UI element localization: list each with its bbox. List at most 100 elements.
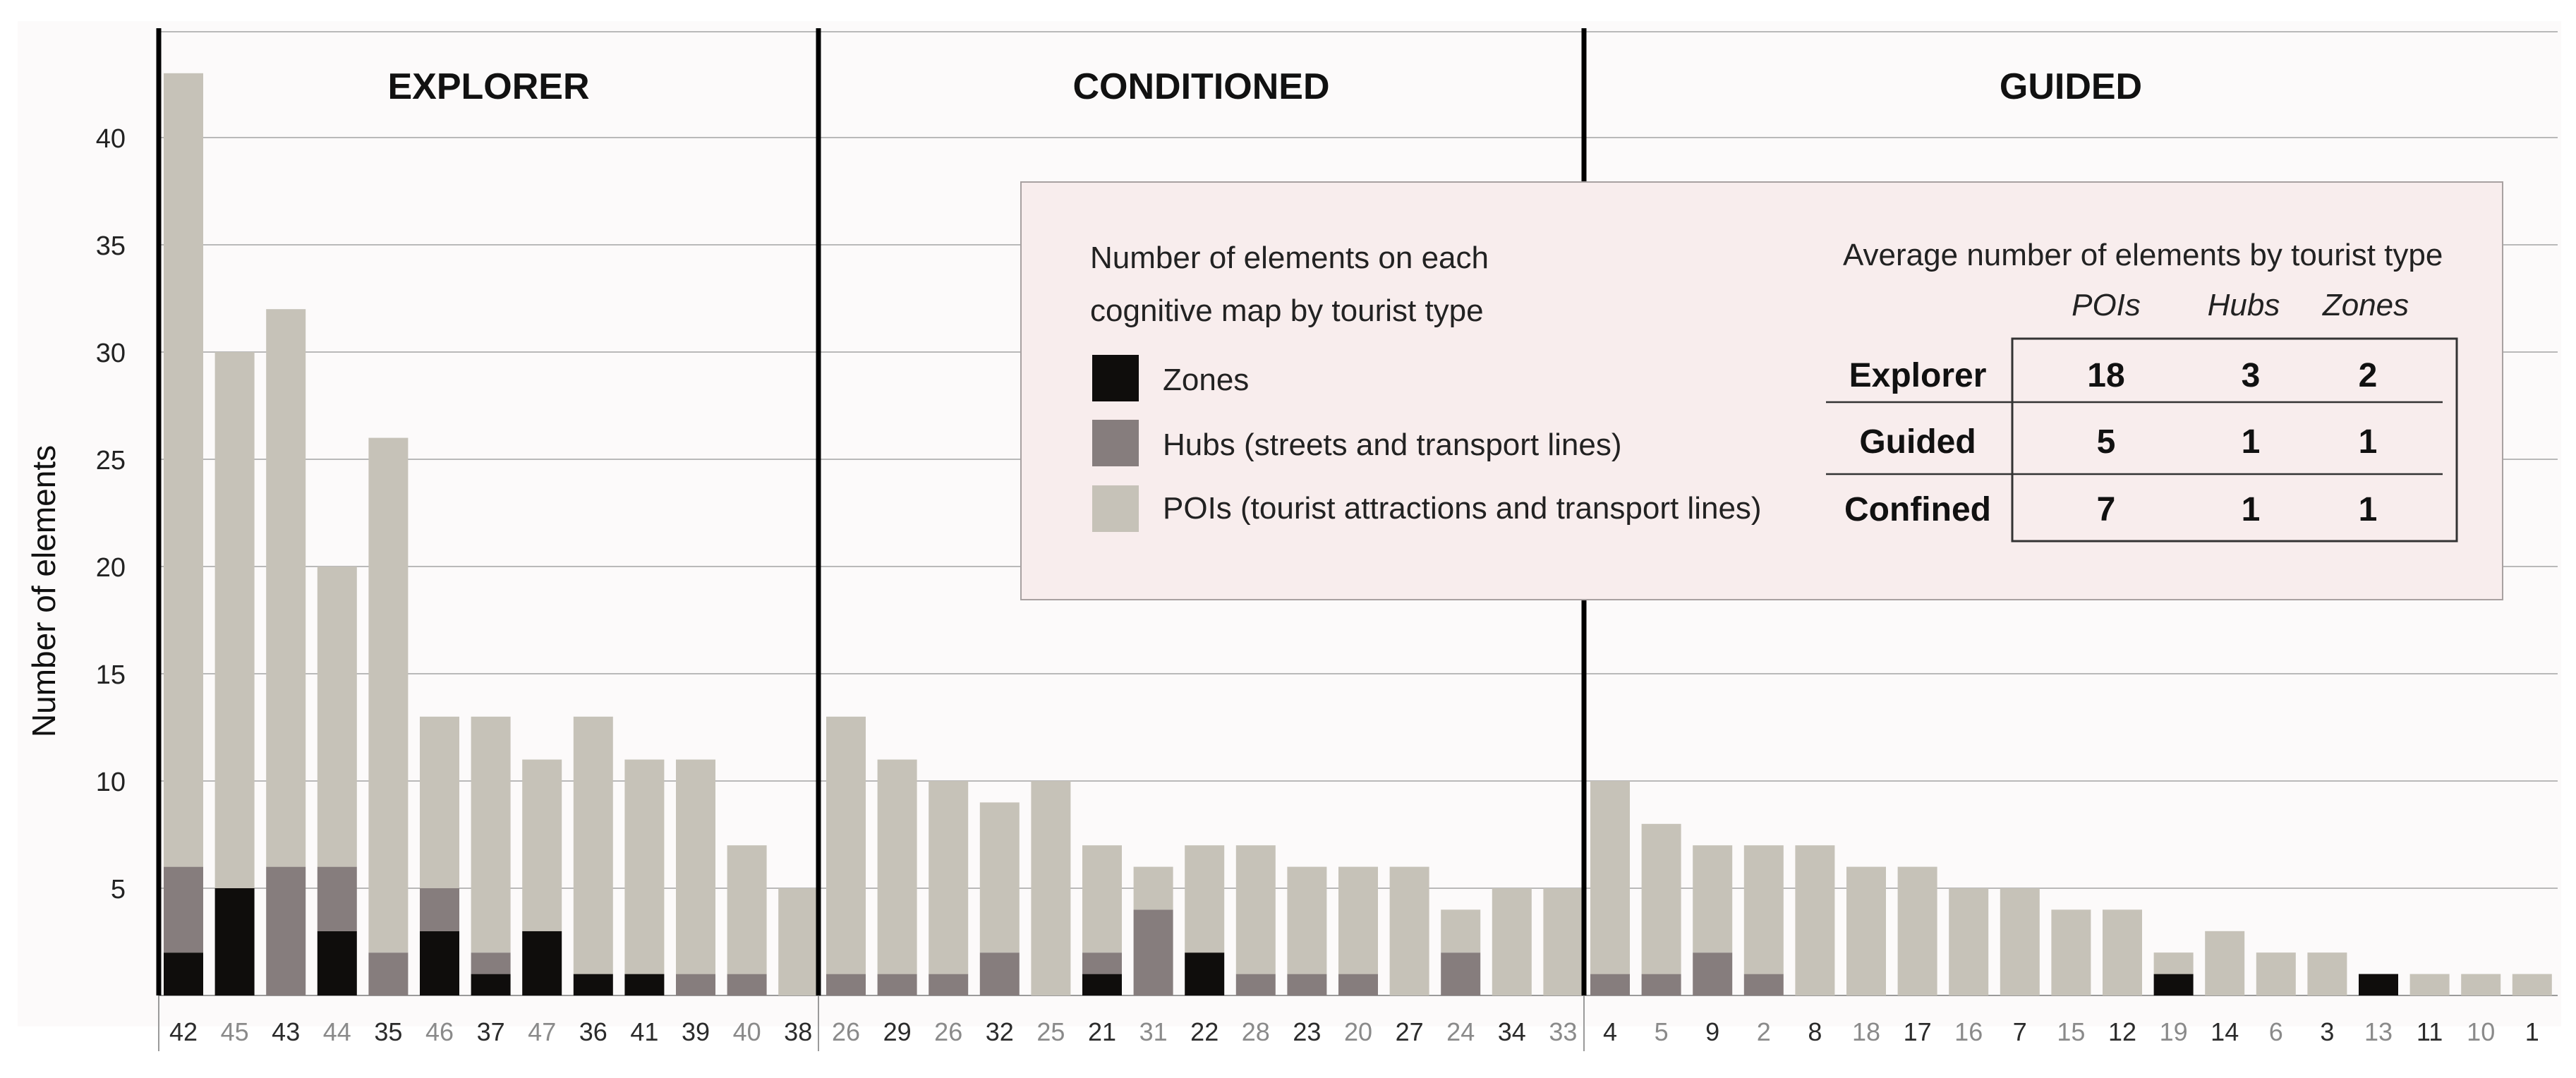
x-tick-label: 10 — [2467, 1017, 2495, 1046]
legend-panel-background — [1020, 181, 2503, 600]
y-tick-label: 5 — [111, 875, 126, 904]
bar-segment-hubs — [1693, 952, 1733, 995]
x-tick-label: 9 — [1705, 1017, 1719, 1046]
x-tick-label: 23 — [1293, 1017, 1321, 1046]
group-label: GUIDED — [2000, 66, 2142, 107]
bar-segment-pois — [1441, 909, 1481, 953]
y-axis: 5 10 15 20 25 30 35 40 — [96, 124, 126, 904]
avg-table-col-zones: Zones — [2322, 288, 2409, 322]
x-tick-label: 14 — [2211, 1017, 2239, 1046]
bar-segment-zones — [624, 974, 665, 995]
x-tick-label: 39 — [682, 1017, 710, 1046]
avg-table-cell: 18 — [2087, 357, 2124, 394]
bar-segment-hubs — [1235, 974, 1276, 995]
bar-segment-hubs — [164, 866, 203, 953]
x-tick-label: 25 — [1036, 1017, 1065, 1046]
legend-swatch-hubs — [1092, 420, 1139, 466]
bar-segment-pois — [2051, 909, 2091, 995]
x-tick-label: 3 — [2320, 1017, 2334, 1046]
y-tick-label: 20 — [96, 553, 126, 583]
x-tick-label: 33 — [1549, 1017, 1577, 1046]
x-tick-label: 29 — [883, 1017, 912, 1046]
x-tick-label: 35 — [374, 1017, 402, 1046]
x-tick-label: 32 — [986, 1017, 1014, 1046]
bar-segment-hubs — [471, 952, 511, 974]
x-tick-label: 18 — [1852, 1017, 1880, 1046]
x-tick-label: 45 — [221, 1017, 249, 1046]
x-tick-label: 27 — [1396, 1017, 1424, 1046]
bar-segment-pois — [826, 716, 866, 974]
group-label: EXPLORER — [387, 66, 589, 107]
bar-segment-pois — [1949, 888, 1989, 995]
avg-table-cell: 1 — [2242, 491, 2261, 528]
x-tick-label: 2 — [1757, 1017, 1771, 1046]
x-tick-label: 40 — [733, 1017, 761, 1046]
bar-segment-pois — [1185, 845, 1225, 953]
x-tick-label: 21 — [1088, 1017, 1116, 1046]
bar-segment-hubs — [1287, 974, 1327, 995]
bar-segment-pois — [2205, 931, 2245, 995]
bar-segment-hubs — [676, 974, 715, 995]
x-tick-label: 4 — [1603, 1017, 1617, 1046]
bar-segment-zones — [1185, 952, 1225, 995]
y-tick-label: 10 — [96, 768, 126, 797]
x-tick-label: 11 — [2417, 1017, 2443, 1046]
avg-table-col-pois: POIs — [2072, 288, 2141, 322]
bar-segment-pois — [624, 759, 665, 974]
bar-segment-hubs — [1441, 952, 1481, 995]
avg-table-cell: 1 — [2359, 491, 2378, 528]
bar-segment-pois — [877, 759, 917, 974]
bar-segment-hubs — [368, 952, 409, 995]
avg-table-cell: 7 — [2097, 491, 2116, 528]
bar-segment-pois — [317, 567, 357, 867]
legend-label-zones: Zones — [1163, 363, 1249, 397]
bar-segment-pois — [2000, 888, 2040, 995]
bar-segment-hubs — [420, 888, 459, 931]
bar-segment-pois — [1897, 866, 1937, 995]
bar-segment-pois — [2512, 974, 2552, 995]
avg-table-row-label-guided: Guided — [1859, 423, 1976, 461]
bar-segment-pois — [1795, 845, 1835, 995]
bar-segment-zones — [522, 931, 562, 995]
x-tick-label: 13 — [2364, 1017, 2393, 1046]
bar-segment-pois — [164, 73, 203, 867]
bar-segment-pois — [778, 888, 818, 995]
bar-segment-zones — [214, 888, 255, 995]
legend-swatch-pois — [1092, 485, 1139, 532]
bar-segment-hubs — [979, 952, 1020, 995]
bar-segment-hubs — [317, 866, 357, 931]
avg-table-cell: 3 — [2242, 357, 2261, 394]
bar-segment-pois — [2307, 952, 2347, 995]
bar-segment-pois — [1133, 866, 1173, 910]
x-tick-label: 19 — [2160, 1017, 2188, 1046]
x-tick-label: 17 — [1904, 1017, 1932, 1046]
x-tick-label: 42 — [169, 1017, 198, 1046]
bar-segment-pois — [2409, 974, 2450, 995]
bar-segment-pois — [1543, 888, 1583, 995]
x-tick-label: 28 — [1242, 1017, 1270, 1046]
bar-segment-zones — [1082, 974, 1122, 995]
bar-segment-pois — [2256, 952, 2296, 995]
bar-segment-pois — [1743, 845, 1784, 974]
y-tick-label: 35 — [96, 231, 126, 261]
bar-segment-pois — [573, 716, 613, 974]
y-tick-label: 15 — [96, 660, 126, 690]
x-axis: 42 45 43 44 35 46 37 47 36 41 39 40 38 26 29 26 32 25 21 31… — [169, 1017, 2539, 1046]
bar-segment-hubs — [877, 974, 917, 995]
avg-table-frame — [2011, 337, 2458, 543]
bar-segment-zones — [2359, 974, 2398, 995]
bar-segment-pois — [1590, 781, 1630, 974]
x-tick-label: 47 — [528, 1017, 556, 1046]
bar-segment-hubs — [266, 866, 306, 995]
avg-table-cell: 2 — [2359, 357, 2378, 394]
bar-segment-pois — [1287, 866, 1327, 974]
legend-label-hubs: Hubs (streets and transport lines) — [1163, 428, 1622, 462]
bar-segment-pois — [1082, 845, 1122, 953]
bar-segment-pois — [979, 802, 1020, 953]
bar-segment-hubs — [1590, 974, 1630, 995]
bar-segment-pois — [1389, 866, 1429, 995]
x-tick-label: 26 — [832, 1017, 860, 1046]
avg-table-cell: 1 — [2242, 423, 2261, 461]
bar-segment-hubs — [1133, 909, 1173, 995]
